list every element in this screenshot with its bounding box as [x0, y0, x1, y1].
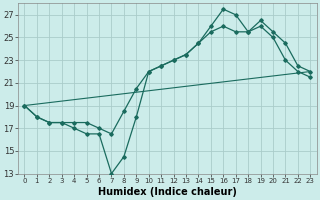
X-axis label: Humidex (Indice chaleur): Humidex (Indice chaleur) [98, 187, 237, 197]
